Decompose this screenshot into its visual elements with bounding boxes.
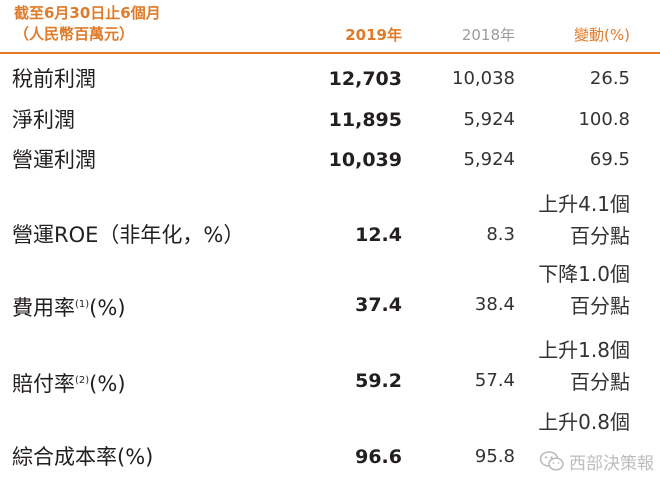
- value-2018: 8.3: [486, 224, 515, 245]
- value-2018: 5,924: [463, 109, 515, 130]
- row-label: 綜合成本率(%): [12, 445, 154, 469]
- value-2018: 10,038: [452, 68, 515, 89]
- watermark-text: 西部決策報: [569, 453, 654, 474]
- value-change: 69.5: [589, 149, 630, 170]
- wechat-icon: [539, 451, 564, 471]
- value-2018: 38.4: [474, 294, 515, 315]
- col-header-2018: 2018年: [461, 26, 515, 44]
- col-header-change: 變動(%): [574, 26, 630, 44]
- change-line2: 百分點: [570, 294, 630, 318]
- value-2019: 11,895: [328, 109, 402, 131]
- change-line1: 上升4.1個: [538, 192, 630, 216]
- period-title: 截至6月30日止6個月: [14, 4, 161, 22]
- value-2019: 37.4: [355, 294, 402, 316]
- value-2018: 57.4: [474, 370, 515, 391]
- row-label: 稅前利潤: [12, 67, 96, 91]
- change-line1: 上升0.8個: [538, 410, 630, 434]
- value-change: 100.8: [578, 109, 630, 130]
- value-2018: 95.8: [474, 446, 515, 467]
- row-label: 營運ROE（非年化，%）: [12, 223, 245, 247]
- change-line1: 下降1.0個: [538, 262, 630, 286]
- row-label: 費用率: [12, 296, 75, 320]
- unit-suffix: (%): [89, 372, 126, 396]
- table-header: 截至6月30日止6個月 （人民幣百萬元） 2019年 2018年 變動(%): [0, 0, 660, 52]
- value-2019: 12.4: [355, 224, 402, 246]
- value-change: 26.5: [589, 68, 630, 89]
- row-label-group: 費用率(1)(%): [12, 290, 126, 323]
- row-label: 淨利潤: [12, 108, 75, 132]
- row-label: 營運利潤: [12, 148, 96, 172]
- header-divider: [0, 52, 660, 54]
- value-2019: 12,703: [328, 68, 402, 90]
- unit-title: （人民幣百萬元）: [14, 25, 135, 43]
- value-2019: 96.6: [355, 446, 402, 468]
- value-2018: 5,924: [463, 149, 515, 170]
- value-2019: 10,039: [328, 149, 402, 171]
- col-header-2019: 2019年: [345, 26, 402, 44]
- row-label: 賠付率: [12, 372, 75, 396]
- unit-suffix: (%): [89, 296, 126, 320]
- watermark: 西部決策報: [539, 448, 654, 474]
- row-label-group: 賠付率(2)(%): [12, 366, 126, 399]
- footnote-marker: (1): [75, 299, 90, 310]
- change-line1: 上升1.8個: [538, 338, 630, 362]
- footnote-marker: (2): [75, 375, 90, 386]
- change-line2: 百分點: [570, 224, 630, 248]
- value-2019: 59.2: [355, 370, 402, 392]
- change-line2: 百分點: [570, 370, 630, 394]
